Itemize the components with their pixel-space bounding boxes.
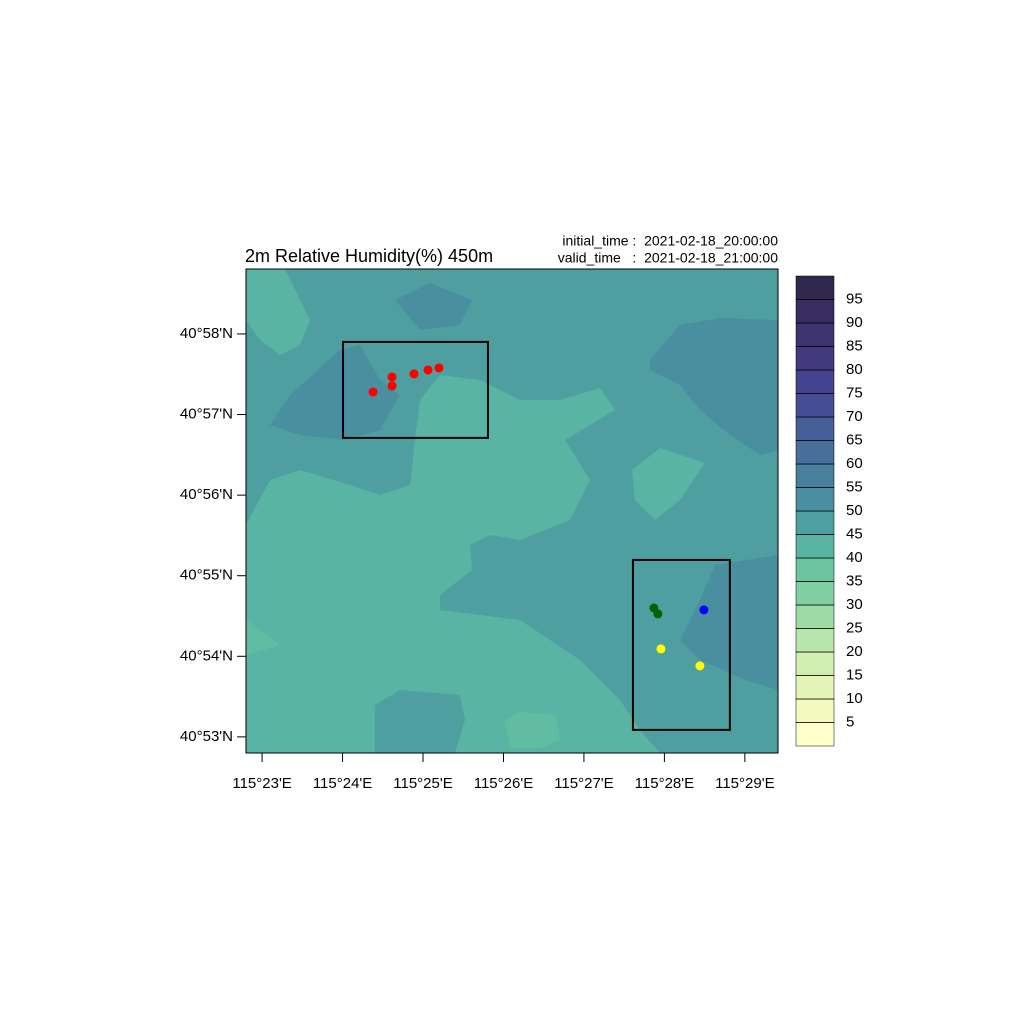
colorbar-box xyxy=(795,369,835,394)
y-tick-label: 40°58'N xyxy=(180,325,233,342)
colorbar-box xyxy=(795,604,835,629)
x-tick-label: 115°27'E xyxy=(554,775,613,792)
station-point xyxy=(387,381,397,391)
station-point xyxy=(368,387,378,397)
colorbar-box xyxy=(795,322,835,347)
colorbar-box xyxy=(795,463,835,488)
colorbar-box xyxy=(795,510,835,535)
colorbar-label: 80 xyxy=(846,361,863,378)
colorbar-label: 25 xyxy=(846,619,863,636)
contour-field xyxy=(246,269,778,753)
colorbar-label: 90 xyxy=(846,314,863,331)
colorbar-label: 30 xyxy=(846,596,863,613)
station-point xyxy=(387,372,397,382)
colorbar-label: 15 xyxy=(846,666,863,683)
colorbar-label: 35 xyxy=(846,572,863,589)
colorbar-label: 40 xyxy=(846,549,863,566)
y-tick-label: 40°55'N xyxy=(180,567,233,584)
colorbar-label: 65 xyxy=(846,431,863,448)
colorbar-label: 85 xyxy=(846,337,863,354)
colorbar-box xyxy=(795,651,835,676)
station-point xyxy=(434,363,444,373)
colorbar-box xyxy=(795,416,835,441)
colorbar-label: 50 xyxy=(846,502,863,519)
station-point xyxy=(656,644,666,654)
colorbar-label: 75 xyxy=(846,384,863,401)
x-tick-label: 115°29'E xyxy=(715,775,774,792)
colorbar-label: 20 xyxy=(846,643,863,660)
region-box xyxy=(342,340,489,439)
x-tick-label: 115°23'E xyxy=(232,775,291,792)
station-point xyxy=(695,661,705,671)
colorbar-box xyxy=(795,346,835,371)
station-point xyxy=(423,365,433,375)
colorbar-box xyxy=(795,534,835,559)
colorbar-box xyxy=(795,698,835,723)
y-tick-label: 40°54'N xyxy=(180,647,233,664)
colorbar-label: 45 xyxy=(846,525,863,542)
y-tick-label: 40°56'N xyxy=(180,486,233,503)
valid-time: valid_time : 2021-02-18_21:00:00 xyxy=(558,250,778,266)
x-tick-label: 115°25'E xyxy=(393,775,452,792)
colorbar-box xyxy=(795,581,835,606)
colorbar-box xyxy=(795,299,835,324)
colorbar-label: 60 xyxy=(846,455,863,472)
y-tick-label: 40°57'N xyxy=(180,406,233,423)
chart-title: 2m Relative Humidity(%) 450m xyxy=(245,246,493,266)
colorbar-label: 95 xyxy=(846,290,863,307)
colorbar-label: 5 xyxy=(846,713,854,730)
colorbar-box xyxy=(795,440,835,465)
colorbar-box xyxy=(795,557,835,582)
colorbar-box xyxy=(795,393,835,418)
colorbar-box xyxy=(795,722,835,747)
initial-time: initial_time : 2021-02-18_20:00:00 xyxy=(562,233,778,249)
colorbar-box xyxy=(795,275,835,300)
colorbar-label: 70 xyxy=(846,408,863,425)
plot-frame xyxy=(245,268,779,754)
station-point xyxy=(409,369,419,379)
x-tick-label: 115°26'E xyxy=(474,775,533,792)
colorbar-label: 55 xyxy=(846,478,863,495)
station-point xyxy=(653,609,663,619)
y-tick-label: 40°53'N xyxy=(180,728,233,745)
x-tick-label: 115°28'E xyxy=(635,775,694,792)
colorbar-box xyxy=(795,628,835,653)
station-point xyxy=(699,605,709,615)
colorbar-box xyxy=(795,675,835,700)
region-box xyxy=(631,558,731,731)
colorbar-box xyxy=(795,487,835,512)
colorbar-label: 10 xyxy=(846,690,863,707)
x-tick-label: 115°24'E xyxy=(313,775,372,792)
